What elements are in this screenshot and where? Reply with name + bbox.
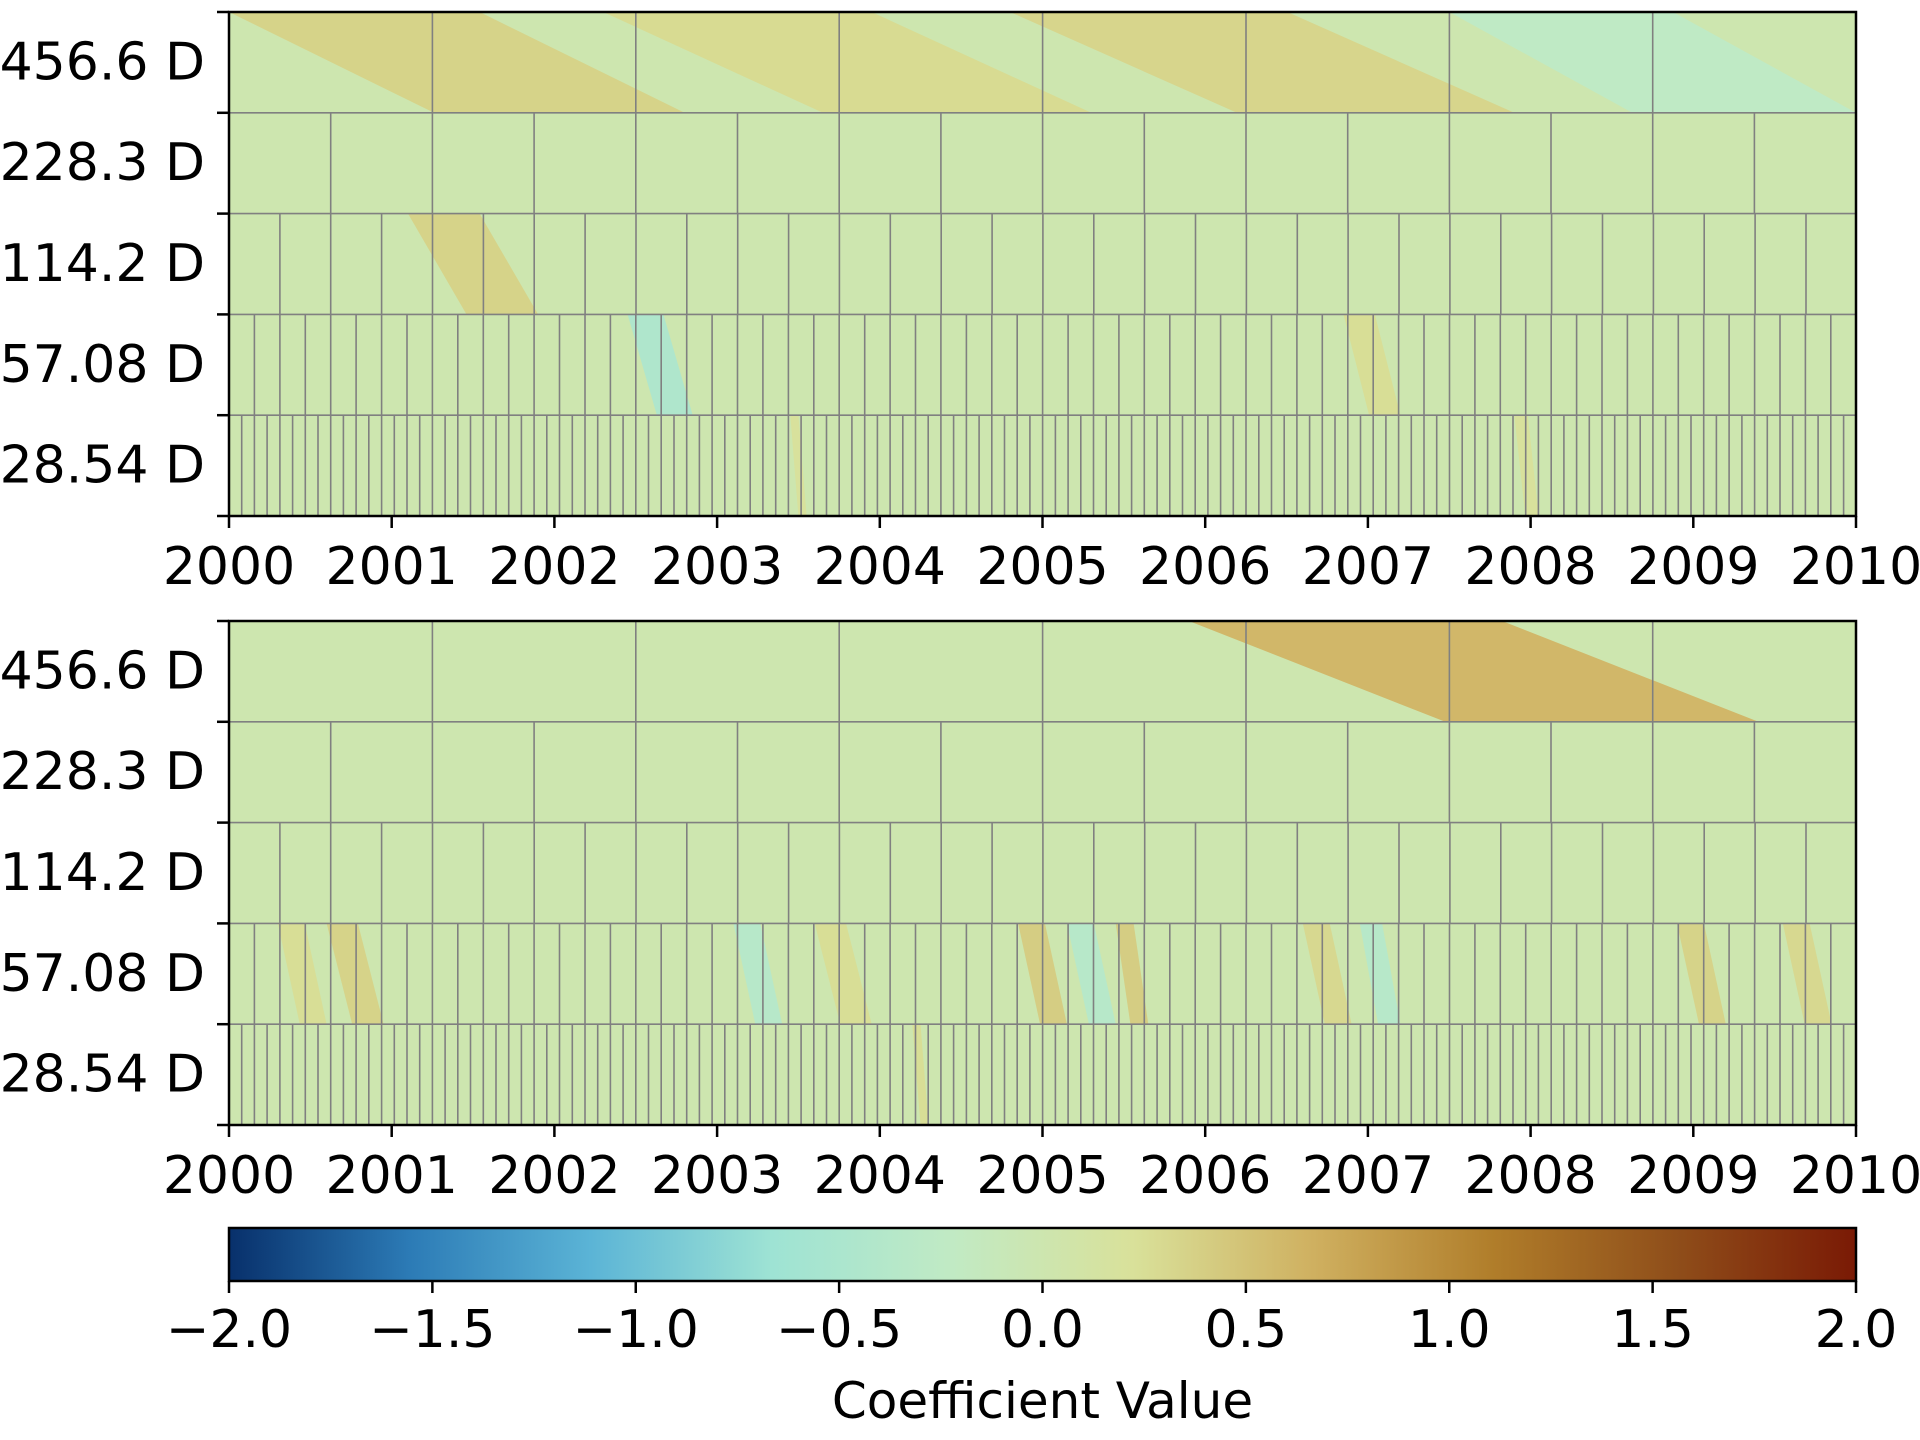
y-tick-label: 57.08 D: [0, 944, 205, 1004]
colorbar-tick-label: 0.5: [1205, 1300, 1288, 1360]
colorbar-tick-label: 2.0: [1815, 1300, 1898, 1360]
coefficient-cell: [277, 923, 327, 1025]
bottom-panel: 456.6 D 228.3 D 114.2 D 57.08 D 28.54 D 2000 2…: [0, 619, 1920, 1206]
colorbar-label: Coefficient Value: [832, 1372, 1253, 1430]
y-tick-label: 228.3 D: [0, 742, 205, 802]
x-tick-label: 2006: [1139, 537, 1271, 597]
coefficient-cell: [1115, 923, 1149, 1025]
coefficient-cell: [603, 12, 1092, 113]
colorbar-tick-label: 0.0: [1001, 1300, 1084, 1360]
x-tick-label: 2003: [651, 1146, 783, 1206]
y-tick-label: 114.2 D: [0, 843, 205, 903]
coefficient-cell: [814, 923, 872, 1025]
y-tick-label: 228.3 D: [0, 133, 205, 193]
y-tick-label: 57.08 D: [0, 335, 205, 395]
coefficient-cell: [1188, 621, 1759, 722]
y-tick-label: 114.2 D: [0, 234, 205, 294]
x-tick-label: 2001: [326, 1146, 458, 1206]
coefficient-cell: [1302, 923, 1352, 1025]
x-tick-label: 2007: [1302, 1146, 1434, 1206]
coefficient-cell: [408, 213, 539, 315]
y-tick-label: 456.6 D: [0, 32, 205, 92]
x-tick-label: 2009: [1627, 537, 1759, 597]
x-tick-label: 2010: [1790, 1146, 1920, 1206]
x-tick-label: 2008: [1464, 537, 1596, 597]
coefficient-cell: [627, 314, 693, 416]
x-tick-label: 2005: [976, 537, 1108, 597]
coefficient-cell: [1066, 923, 1116, 1025]
x-tick-label: 2003: [651, 537, 783, 597]
coefficient-cell: [1010, 12, 1515, 113]
colorbar-gradient: [229, 1228, 1856, 1281]
y-tick-label: 28.54 D: [0, 1045, 205, 1105]
coefficient-cell: [1677, 923, 1726, 1025]
colorbar-tick-label: 1.5: [1611, 1300, 1694, 1360]
x-tick-label: 2000: [163, 537, 295, 597]
coefficient-cell: [229, 12, 685, 113]
x-tick-label: 2000: [163, 1146, 295, 1206]
colorbar-tick-label: −2.0: [166, 1300, 292, 1360]
colorbar-tick-label: −1.0: [573, 1300, 699, 1360]
x-tick-label: 2004: [814, 1146, 946, 1206]
coefficient-cell: [1782, 923, 1832, 1025]
x-tick-label: 2010: [1790, 537, 1920, 597]
x-tick-label: 2002: [488, 537, 620, 597]
x-tick-label: 2001: [326, 537, 458, 597]
x-tick-label: 2004: [814, 537, 946, 597]
coefficient-cell: [326, 923, 384, 1025]
coefficient-cell: [1514, 415, 1539, 516]
coefficient-cell: [1359, 923, 1401, 1025]
y-tick-label: 456.6 D: [0, 641, 205, 701]
coefficient-cell: [912, 1024, 929, 1125]
x-tick-label: 2007: [1302, 537, 1434, 597]
x-tick-label: 2009: [1627, 1146, 1759, 1206]
x-tick-label: 2008: [1464, 1146, 1596, 1206]
colorbar: −2.0 −1.5 −1.0 −0.5 0.0 0.5 1.0 1.5 2.0 Coefficie…: [166, 1226, 1898, 1430]
colorbar-tick-label: 1.0: [1408, 1300, 1491, 1360]
coefficient-cell: [790, 415, 807, 516]
coefficient-cell: [733, 923, 783, 1025]
x-tick-label: 2002: [488, 1146, 620, 1206]
x-tick-label: 2006: [1139, 1146, 1271, 1206]
x-tick-label: 2005: [976, 1146, 1108, 1206]
coefficient-cell: [1343, 314, 1401, 416]
top-panel: 456.6 D 228.3 D 114.2 D 57.08 D 28.54 D 2000 2…: [0, 10, 1920, 597]
y-tick-label: 28.54 D: [0, 436, 205, 496]
colorbar-tick-label: −0.5: [776, 1300, 902, 1360]
colorbar-tick-label: −1.5: [369, 1300, 495, 1360]
